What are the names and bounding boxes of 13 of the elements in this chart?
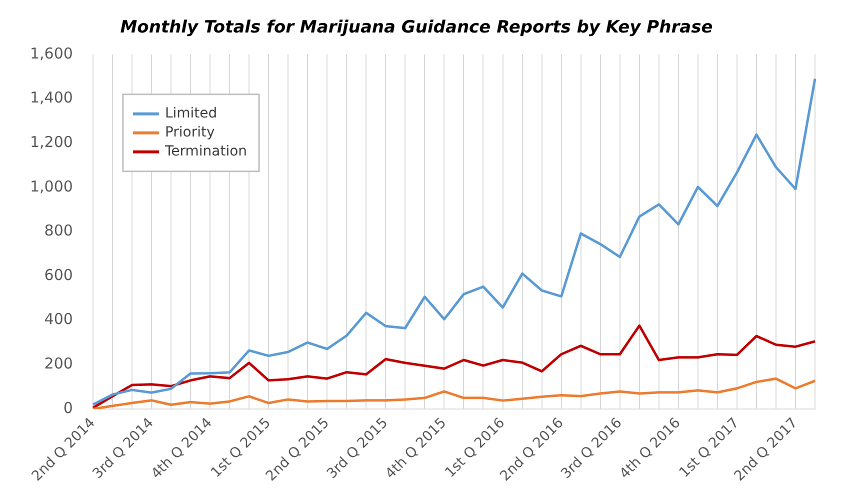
y-tick-label: 400 — [44, 310, 73, 328]
y-tick-label: 1,400 — [30, 88, 73, 107]
legend-label: Limited — [164, 106, 218, 122]
y-tick-label: 1,000 — [30, 177, 73, 196]
y-tick-label: 600 — [44, 266, 73, 284]
legend-label: Termination — [164, 144, 248, 160]
y-tick-label: 200 — [44, 354, 73, 373]
y-tick-label: 1,200 — [30, 132, 73, 151]
legend-label: Priority — [164, 124, 215, 141]
chart-title: Monthly Totals for Marijuana Guidance Reports by Key Phrase — [120, 18, 713, 38]
y-tick-label: 1,600 — [30, 44, 73, 62]
y-tick-label: 800 — [44, 222, 73, 240]
y-tick-label: 0 — [63, 398, 73, 417]
